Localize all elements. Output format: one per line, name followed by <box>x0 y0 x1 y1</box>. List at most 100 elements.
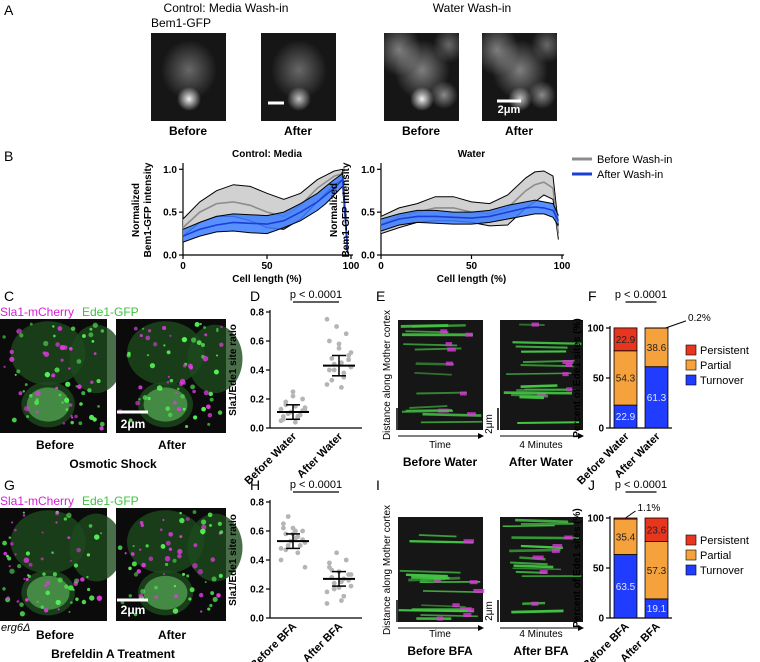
x-axis-label: Cell length (%) <box>437 274 506 285</box>
endocytic-site <box>45 590 51 596</box>
endocytic-site <box>3 365 6 368</box>
endocytic-site <box>25 551 30 556</box>
panel-label: I <box>376 477 380 493</box>
track <box>422 590 483 593</box>
endocytic-site <box>198 592 204 598</box>
endocytic-site <box>199 322 202 326</box>
data-point <box>331 580 337 586</box>
endocytic-site <box>51 551 54 554</box>
endocytic-site <box>200 342 205 348</box>
endocytic-site <box>44 371 51 378</box>
data-point <box>300 528 305 534</box>
endocytic-site <box>139 521 144 525</box>
fluorescence <box>287 87 311 111</box>
track <box>551 548 560 553</box>
legend-label: Persistent <box>700 535 749 547</box>
arrow-head <box>478 433 484 439</box>
data-point <box>341 593 347 599</box>
endocytic-site <box>202 355 209 362</box>
track <box>531 322 539 327</box>
endocytic-site <box>68 585 74 591</box>
legend-swatch <box>685 374 697 386</box>
bar-segment <box>613 327 638 352</box>
endocytic-site <box>141 562 146 568</box>
endocytic-site <box>99 426 104 431</box>
endocytic-site <box>154 585 158 590</box>
endocytic-site <box>24 405 30 412</box>
track <box>445 361 453 366</box>
endocytic-site <box>16 600 20 603</box>
scale-bar-label: 2μm <box>121 417 146 431</box>
track <box>418 534 457 538</box>
endocytic-site <box>16 328 22 335</box>
image-label: Before <box>402 124 440 138</box>
arrow-head <box>578 433 584 439</box>
endocytic-site <box>70 326 76 331</box>
endocytic-site <box>75 597 79 601</box>
legend-label: Partial <box>700 360 731 372</box>
endocytic-site <box>19 602 24 607</box>
endocytic-site <box>18 391 23 396</box>
channel-label: Ede1-GFP <box>82 494 139 508</box>
time-label: 4 Minutes <box>519 440 562 451</box>
track <box>409 540 474 544</box>
endocytic-site <box>142 327 145 330</box>
track <box>465 332 473 337</box>
fluorescence <box>433 27 465 63</box>
track <box>562 360 574 365</box>
kymograph-label: Before BFA <box>407 644 473 658</box>
endocytic-site <box>128 418 133 423</box>
endocytic-site <box>212 596 218 603</box>
endocytic-site <box>40 557 44 561</box>
endocytic-site <box>2 587 6 591</box>
endocytic-site <box>13 528 17 532</box>
condition-label: Osmotic Shock <box>69 457 157 471</box>
band-edge <box>380 213 559 232</box>
track <box>469 580 478 585</box>
endocytic-site <box>68 367 71 370</box>
data-point <box>290 393 296 399</box>
endocytic-site <box>203 326 206 329</box>
y-tick-label: 0.5 <box>361 208 375 219</box>
endocytic-site <box>169 334 172 338</box>
endocytic-site <box>213 369 219 375</box>
y-tick-label: 1.0 <box>361 165 375 176</box>
endocytic-site <box>133 326 138 331</box>
data-point <box>278 546 284 551</box>
track <box>519 395 545 400</box>
endocytic-site <box>181 336 188 343</box>
endocytic-site <box>92 322 98 328</box>
endocytic-site <box>185 517 190 521</box>
scale-bar-label: 2μm <box>484 601 495 621</box>
endocytic-site <box>68 346 73 351</box>
endocytic-site <box>91 339 95 343</box>
y-tick-label: 0.2 <box>250 395 264 406</box>
endocytic-site <box>9 568 15 574</box>
endocytic-site <box>77 384 82 390</box>
panel-label: D <box>250 288 260 304</box>
endocytic-site <box>206 404 211 410</box>
legend-label: Before Wash-in <box>597 154 672 166</box>
data-point <box>290 389 296 395</box>
endocytic-site <box>29 394 33 398</box>
endocytic-site <box>172 608 179 614</box>
p-value: p < 0.0001 <box>615 479 667 491</box>
data-point <box>278 557 284 563</box>
track <box>516 388 567 392</box>
panel-label: A <box>4 2 14 18</box>
endocytic-site <box>2 335 6 339</box>
endocytic-site <box>62 421 66 425</box>
endocytic-site <box>96 379 101 384</box>
endocytic-site <box>64 584 69 589</box>
callout-line <box>665 320 687 329</box>
endocytic-site <box>69 559 72 562</box>
kymograph-label: Before Water <box>403 455 478 469</box>
endocytic-site <box>99 421 105 427</box>
fluorescence <box>271 40 327 100</box>
endocytic-site <box>208 391 213 397</box>
endocytic-site <box>219 530 224 534</box>
y-tick-label: 0.4 <box>250 556 264 567</box>
track <box>463 613 472 618</box>
endocytic-site <box>22 511 25 514</box>
